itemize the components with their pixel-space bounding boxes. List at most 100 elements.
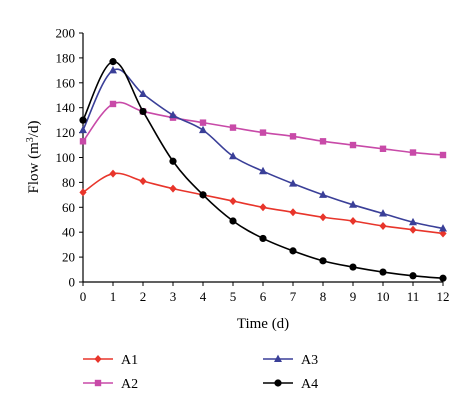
data-point-a4 [319, 257, 327, 265]
series-layer [79, 58, 447, 282]
data-point-a4 [229, 217, 237, 225]
data-point-a3 [439, 224, 447, 232]
data-point-a2 [229, 124, 237, 131]
data-point-a1 [169, 184, 177, 193]
series-line-a2 [82, 101, 444, 156]
data-point-a2 [409, 149, 417, 156]
data-point-a3 [169, 110, 177, 119]
data-point-a1 [349, 216, 357, 225]
x-tick-label: 12 [437, 289, 450, 304]
axes [82, 33, 443, 283]
y-tick-label: 0 [69, 275, 76, 290]
data-point-a1 [319, 213, 327, 222]
y-ticks: 0 20 40 60 80 100 120 140 160 180 200 [56, 26, 83, 290]
legend-label: A4 [301, 377, 318, 392]
data-point-a1 [79, 188, 87, 197]
y-tick-label: 140 [56, 100, 76, 115]
y-tick-label: 80 [62, 175, 75, 190]
data-point-a4 [109, 58, 117, 66]
legend-label: A1 [121, 353, 138, 368]
y-tick-label: 180 [56, 50, 76, 65]
data-point-a3 [229, 151, 237, 160]
data-point-a4 [79, 116, 87, 124]
data-point-a3 [409, 217, 417, 226]
data-point-a3 [259, 166, 267, 175]
x-tick-label: 5 [230, 289, 237, 304]
x-tick-label: 4 [200, 289, 207, 304]
data-point-a4 [409, 272, 417, 280]
data-point-a2 [379, 145, 387, 152]
series-a2 [79, 100, 447, 159]
data-point-a1 [289, 208, 297, 217]
x-tick-label: 7 [290, 289, 297, 304]
data-point-a4 [259, 234, 267, 243]
series-a3 [79, 65, 447, 232]
y-axis-title-main: Flow (m [26, 142, 42, 194]
y-tick-label: 200 [56, 26, 76, 41]
x-tick-label: 0 [80, 289, 87, 304]
x-tick-label: 8 [320, 289, 327, 304]
y-tick-label: 100 [56, 150, 76, 165]
legend-label: A2 [121, 377, 138, 392]
legend-marker [274, 354, 282, 362]
data-point-a1 [229, 197, 237, 206]
data-point-a2 [319, 138, 327, 145]
data-point-a2 [259, 129, 267, 136]
data-point-a1 [379, 221, 387, 230]
data-point-a3 [139, 89, 147, 98]
legend-marker [274, 379, 282, 387]
y-tick-label: 40 [62, 225, 75, 240]
data-point-a2 [439, 151, 447, 159]
data-point-a1 [109, 169, 117, 178]
data-point-a4 [169, 157, 177, 165]
y-tick-label: 20 [62, 250, 75, 265]
data-point-a2 [109, 100, 117, 108]
x-axis-title: Time (d) [237, 316, 289, 332]
series-a1 [79, 169, 447, 238]
data-point-a3 [289, 179, 297, 187]
x-tick-label: 1 [110, 289, 117, 304]
legend: A1 A2 A3 A4 [83, 353, 318, 392]
x-tick-label: 6 [260, 289, 267, 304]
data-point-a3 [379, 209, 387, 217]
data-point-a1 [259, 203, 267, 212]
data-point-a2 [79, 138, 87, 145]
data-point-a4 [349, 263, 357, 271]
x-tick-label: 10 [377, 289, 390, 304]
data-point-a4 [139, 107, 147, 116]
legend-item-a4: A4 [263, 377, 318, 392]
data-point-a4 [199, 191, 207, 199]
data-point-a4 [379, 268, 387, 276]
legend-marker [94, 355, 102, 363]
legend-label: A3 [301, 353, 318, 368]
data-point-a3 [319, 190, 327, 198]
data-point-a2 [349, 141, 357, 149]
data-point-a1 [139, 177, 147, 186]
data-point-a4 [439, 274, 447, 282]
legend-item-a2: A2 [83, 377, 138, 392]
x-tick-label: 11 [407, 289, 420, 304]
data-point-a1 [409, 225, 417, 234]
series-a4 [79, 58, 447, 282]
legend-item-a3: A3 [263, 353, 318, 368]
y-axis-title: Flow (m3/d) [25, 121, 43, 194]
y-axis-title-superscript: 3 [25, 137, 36, 142]
data-point-a2 [289, 133, 297, 140]
y-axis-title-unit: /d) [26, 121, 42, 138]
data-point-a3 [109, 65, 117, 74]
data-point-a4 [289, 247, 297, 255]
data-point-a3 [349, 200, 357, 208]
legend-marker [94, 379, 102, 387]
data-point-a2 [199, 119, 207, 126]
data-point-a3 [79, 125, 87, 134]
y-tick-label: 60 [62, 200, 75, 215]
x-ticks: 0 1 2 3 4 5 6 7 8 9 10 11 12 [80, 282, 450, 304]
legend-item-a1: A1 [83, 353, 138, 368]
x-tick-label: 2 [140, 289, 147, 304]
y-tick-label: 120 [56, 125, 76, 140]
x-tick-label: 3 [170, 289, 177, 304]
data-point-a3 [199, 125, 207, 134]
x-tick-label: 9 [350, 289, 357, 304]
y-tick-label: 160 [56, 75, 76, 90]
